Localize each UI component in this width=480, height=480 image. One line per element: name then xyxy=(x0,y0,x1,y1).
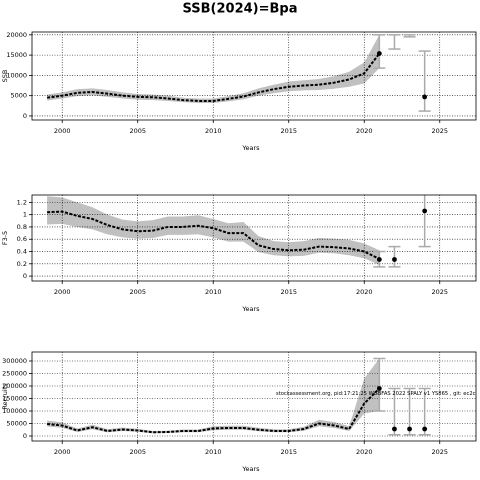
x-tick-label: 2025 xyxy=(431,127,448,135)
y-tick-label: 100000 xyxy=(2,407,27,415)
x-tick-label: 2010 xyxy=(205,448,222,456)
estimate-line xyxy=(47,387,381,434)
estimate-line xyxy=(46,52,381,102)
estimate-line xyxy=(47,210,380,260)
y-axis-label: SSB xyxy=(1,70,9,83)
x-tick-label: 2005 xyxy=(129,127,146,135)
y-tick-label: 0.8 xyxy=(17,223,27,231)
y-tick-label: 0 xyxy=(23,112,27,120)
point-estimate xyxy=(422,426,428,432)
plot-area xyxy=(32,352,476,441)
point-estimate xyxy=(392,426,397,432)
x-tick-label: 2005 xyxy=(129,288,146,296)
x-tick-label: 2005 xyxy=(129,448,146,456)
axes-frame xyxy=(31,31,477,121)
y-axis-label: Recruits xyxy=(1,383,9,410)
figure-title: SSB(2024)=Bpa xyxy=(183,2,298,17)
point-estimate xyxy=(422,94,428,100)
y-tick-label: 1 xyxy=(23,211,27,219)
y-tick-label: 0.6 xyxy=(17,235,27,243)
y-tick-label: 150000 xyxy=(2,395,27,403)
y-tick-label: 0.2 xyxy=(17,260,27,268)
y-tick-label: 10000 xyxy=(6,71,27,79)
x-axis-label: Years xyxy=(241,465,260,473)
x-tick-label: 2020 xyxy=(356,288,373,296)
x-tick-label: 2000 xyxy=(54,448,71,456)
x-tick-label: 2010 xyxy=(205,127,222,135)
x-axis-label: Years xyxy=(241,144,260,152)
y-axis-label: F3-5 xyxy=(1,231,9,245)
axes-frame xyxy=(31,194,477,282)
x-tick-label: 2015 xyxy=(280,127,297,135)
point-estimate xyxy=(407,426,412,432)
confidence-band xyxy=(47,34,380,103)
x-tick-label: 2010 xyxy=(205,288,222,296)
y-tick-label: 20000 xyxy=(6,31,27,39)
point-estimate xyxy=(392,257,397,262)
x-tick-label: 2000 xyxy=(54,288,71,296)
y-tick-label: 1.2 xyxy=(17,198,27,206)
point-estimate xyxy=(376,257,382,262)
x-tick-label: 2015 xyxy=(280,448,297,456)
plot-area xyxy=(32,195,476,281)
x-axis-label: Years xyxy=(241,305,260,313)
axes-frame xyxy=(31,351,477,442)
x-tick-label: 2020 xyxy=(356,127,373,135)
x-tick-label: 2020 xyxy=(356,448,373,456)
confidence-band xyxy=(47,358,380,434)
y-tick-label: 0 xyxy=(23,272,27,280)
point-estimate xyxy=(376,386,382,391)
y-tick-label: 15000 xyxy=(6,51,27,59)
y-tick-label: 200000 xyxy=(2,382,27,390)
annotation: stockassessment.org, pid:17:21:25 WGBFAS… xyxy=(276,391,476,397)
point-estimate xyxy=(422,208,428,214)
y-tick-label: 250000 xyxy=(2,370,27,378)
x-tick-label: 2000 xyxy=(54,127,71,135)
y-tick-label: 50000 xyxy=(6,420,27,428)
x-tick-label: 2025 xyxy=(431,448,448,456)
point-estimate xyxy=(376,51,382,56)
plot-area xyxy=(32,32,476,120)
x-tick-label: 2025 xyxy=(431,288,448,296)
y-tick-label: 300000 xyxy=(2,357,27,365)
x-tick-label: 2015 xyxy=(280,288,297,296)
y-tick-label: 0 xyxy=(23,432,27,440)
y-tick-label: 5000 xyxy=(10,92,27,100)
y-tick-label: 0.4 xyxy=(17,248,27,256)
